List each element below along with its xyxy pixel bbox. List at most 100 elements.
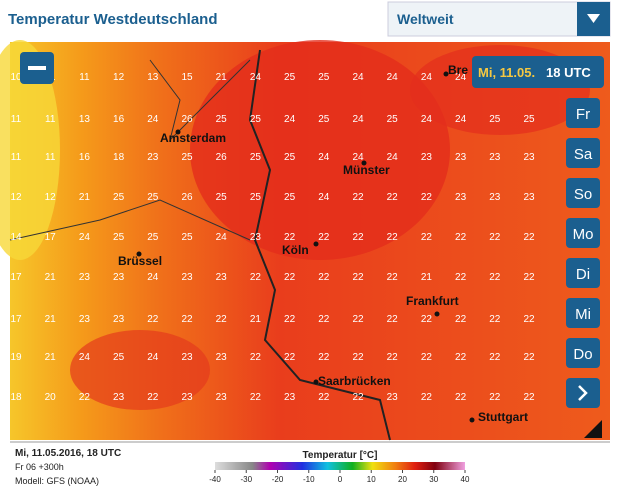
day-button[interactable] bbox=[566, 218, 600, 248]
day-button[interactable] bbox=[566, 338, 600, 368]
day-button[interactable] bbox=[566, 298, 600, 328]
grid-value: 25 bbox=[113, 232, 125, 243]
corner-toggle[interactable] bbox=[584, 420, 602, 438]
grid-value: 17 bbox=[10, 314, 22, 325]
heat-area bbox=[70, 330, 210, 410]
grid-value: 17 bbox=[10, 272, 22, 283]
grid-value: 23 bbox=[181, 272, 193, 283]
dropdown-label: Weltweit bbox=[397, 11, 454, 27]
grid-value: 24 bbox=[79, 352, 91, 363]
grid-value: 25 bbox=[250, 114, 262, 125]
city-dot bbox=[361, 160, 367, 166]
grid-value: 11 bbox=[45, 114, 56, 125]
grid-value: 24 bbox=[318, 152, 330, 163]
legend-tick-label: 20 bbox=[398, 475, 407, 484]
grid-value: 24 bbox=[216, 232, 228, 243]
grid-value: 24 bbox=[421, 114, 433, 125]
grid-value: 22 bbox=[250, 272, 262, 283]
legend-tick-label: -20 bbox=[272, 475, 284, 484]
day-button[interactable] bbox=[566, 138, 600, 168]
grid-value: 21 bbox=[45, 314, 57, 325]
grid-value: 22 bbox=[284, 314, 296, 325]
grid-value: 23 bbox=[113, 314, 125, 325]
legend-tick-label: 0 bbox=[338, 475, 343, 484]
city-label: Münster bbox=[343, 163, 390, 177]
grid-value: 24 bbox=[318, 192, 330, 203]
grid-value: 21 bbox=[421, 272, 433, 283]
grid-value: 23 bbox=[489, 192, 501, 203]
grid-value: 12 bbox=[45, 192, 57, 203]
grid-value: 25 bbox=[284, 152, 296, 163]
day-button[interactable] bbox=[566, 98, 600, 128]
grid-value: 22 bbox=[421, 232, 433, 243]
city-dot bbox=[136, 251, 142, 257]
grid-value: 25 bbox=[147, 232, 159, 243]
legend-tick-label: 10 bbox=[367, 475, 376, 484]
title: Temperatur Westdeutschland bbox=[8, 11, 218, 28]
grid-value: 22 bbox=[352, 352, 364, 363]
grid-value: 22 bbox=[352, 392, 364, 403]
grid-value: 22 bbox=[250, 392, 262, 403]
grid-value: 24 bbox=[284, 114, 296, 125]
grid-value: 22 bbox=[489, 232, 501, 243]
grid-value: 22 bbox=[523, 272, 535, 283]
grid-value: 23 bbox=[147, 152, 159, 163]
grid-value: 23 bbox=[79, 272, 91, 283]
grid-value: 14 bbox=[10, 232, 22, 243]
grid-value: 25 bbox=[318, 72, 330, 83]
grid-value: 24 bbox=[455, 72, 467, 83]
grid-value: 16 bbox=[79, 152, 91, 163]
dropdown[interactable] bbox=[387, 1, 611, 37]
grid-value: 11 bbox=[11, 114, 22, 125]
grid-value: 24 bbox=[147, 352, 159, 363]
grid-value: 23 bbox=[216, 352, 228, 363]
grid-value: 22 bbox=[284, 232, 296, 243]
grid-value: 21 bbox=[216, 72, 228, 83]
footer-run: Fr 06 +300h bbox=[15, 462, 64, 472]
legend-tick-label: -30 bbox=[240, 475, 252, 484]
grid-value: 22 bbox=[147, 314, 159, 325]
grid-value: 22 bbox=[523, 232, 535, 243]
grid-value: 22 bbox=[489, 272, 501, 283]
legend-title: Temperatur [°C] bbox=[303, 450, 378, 461]
map bbox=[0, 40, 610, 441]
grid-value: 22 bbox=[250, 352, 262, 363]
legend-tick-label: -10 bbox=[303, 475, 315, 484]
grid-value: 22 bbox=[352, 272, 364, 283]
grid-value: 22 bbox=[523, 352, 535, 363]
city-dot bbox=[443, 71, 449, 77]
day-button[interactable] bbox=[566, 178, 600, 208]
city-label: Brüssel bbox=[118, 254, 162, 268]
grid-value: 23 bbox=[421, 152, 433, 163]
grid-value: 24 bbox=[352, 72, 364, 83]
grid-value: 12 bbox=[113, 72, 125, 83]
city-dot bbox=[175, 129, 181, 135]
grid-value: 23 bbox=[113, 392, 125, 403]
grid-value: 22 bbox=[489, 352, 501, 363]
grid-value: 22 bbox=[79, 392, 91, 403]
grid-value: 25 bbox=[113, 352, 125, 363]
grid-value: 22 bbox=[318, 314, 330, 325]
day-label: Fr bbox=[576, 106, 590, 123]
grid-value: 23 bbox=[284, 392, 296, 403]
grid-value: 25 bbox=[113, 192, 125, 203]
grid-value: 24 bbox=[387, 152, 399, 163]
grid-value: 22 bbox=[318, 232, 330, 243]
cool-area bbox=[0, 40, 60, 260]
grid-value: 25 bbox=[489, 114, 501, 125]
grid-value: 22 bbox=[489, 314, 501, 325]
grid-value: 23 bbox=[523, 192, 535, 203]
day-button[interactable] bbox=[566, 258, 600, 288]
legend-bar bbox=[215, 462, 465, 470]
grid-value: 11 bbox=[11, 152, 22, 163]
legend-tick-label: -40 bbox=[209, 475, 221, 484]
grid-value: 19 bbox=[10, 352, 22, 363]
heat-area bbox=[190, 40, 450, 260]
grid-value: 22 bbox=[455, 232, 467, 243]
grid-value: 22 bbox=[181, 314, 193, 325]
day-label: Sa bbox=[574, 146, 593, 163]
next-button[interactable] bbox=[566, 378, 600, 408]
grid-value: 25 bbox=[216, 114, 228, 125]
grid-value: 23 bbox=[489, 152, 501, 163]
grid-value: 11 bbox=[79, 72, 90, 83]
